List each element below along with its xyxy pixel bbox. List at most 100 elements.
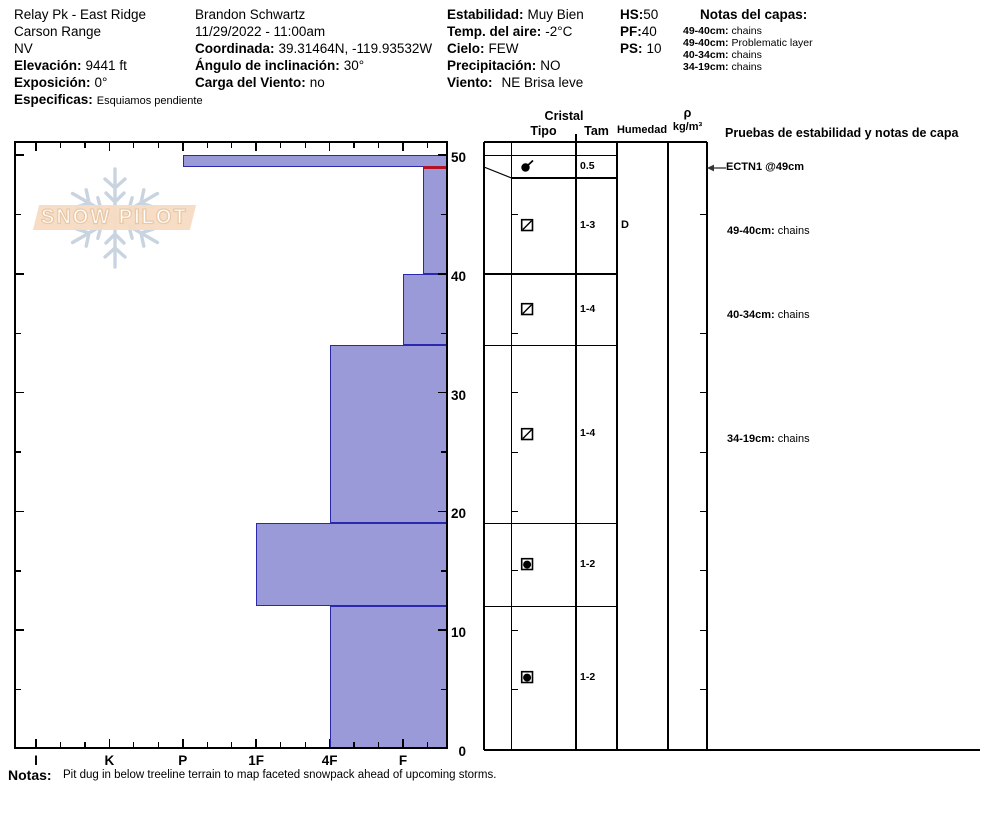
- depth-tick-right: [441, 332, 446, 335]
- ps-value: 10: [646, 41, 662, 56]
- test-pointer-arrow-icon: [706, 161, 726, 173]
- layer-note-range: 40-34cm:: [727, 308, 775, 321]
- table-row-line: [484, 273, 617, 275]
- hardness-minor-tick-top: [59, 143, 62, 148]
- aspect-value: 0°: [94, 75, 108, 90]
- stability-label: Estabilidad:: [447, 7, 524, 22]
- wind-loading-line: Carga del Viento: no: [195, 74, 432, 91]
- depth-tick-left: [16, 688, 21, 691]
- slope-angle-label: Ángulo de inclinación:: [195, 58, 340, 73]
- grain-type-symbol-FC: [519, 426, 536, 443]
- hardness-major-tick-bottom: [35, 739, 37, 747]
- header-layer-notes-block: Notas del capas: 49-40cm: chains 49-40cm:…: [683, 6, 813, 73]
- hardness-major-tick-top: [182, 143, 184, 151]
- depth-axis-label: 40: [450, 268, 466, 284]
- table-depth-tick: [512, 332, 519, 334]
- hs-line: HS:50: [620, 6, 662, 23]
- hardness-minor-tick-bottom: [206, 742, 208, 747]
- layer-note-label: 49-40cm:: [683, 37, 729, 49]
- layer-notes-title: Notas del capas:: [700, 7, 808, 22]
- depth-tick-left: [16, 332, 21, 335]
- hardness-minor-tick-bottom: [377, 742, 380, 747]
- table-row-line: [484, 344, 617, 346]
- col-header-rho-units: kg/m³: [672, 121, 703, 133]
- stability-test-result: ECTN1 @49cm: [726, 160, 804, 173]
- grain-size-cell: 1-4: [580, 302, 596, 315]
- elevation-label: Elevación:: [14, 58, 82, 73]
- moisture-cell: D: [621, 218, 629, 231]
- hardness-axis-label: I: [34, 753, 38, 768]
- hardness-major-tick-bottom: [402, 739, 404, 747]
- hardness-minor-tick-top: [157, 143, 159, 148]
- hardness-major-tick-bottom: [182, 739, 184, 747]
- specifics-label: Especificas:: [14, 92, 93, 107]
- depth-axis-label: 50: [450, 150, 466, 166]
- hardness-minor-tick-top: [133, 143, 135, 148]
- table-depth-tick: [512, 689, 519, 691]
- observation-datetime: 11/29/2022 - 11:00am: [195, 24, 326, 39]
- table-depth-tick: [700, 451, 707, 453]
- layer-note-value: chains: [777, 433, 810, 446]
- col-header-tests: Pruebas de estabilidad y notas de capa: [725, 126, 959, 140]
- hardness-major-tick-top: [255, 143, 257, 151]
- depth-tick-right: [438, 391, 446, 394]
- slope-angle-value: 30°: [343, 58, 365, 73]
- layer-note: 40-34cm: chains: [727, 309, 977, 323]
- layer-note-text: chains: [731, 49, 762, 61]
- hardness-major-tick-top: [108, 143, 111, 151]
- col-header-tam: Tam: [584, 124, 609, 138]
- elevation-line: Elevación: 9441 ft: [14, 57, 203, 74]
- hs-label: HS:: [620, 7, 644, 22]
- hardness-minor-tick-bottom: [84, 742, 86, 747]
- wind-label: Viento:: [447, 75, 493, 90]
- wind-value: NE Brisa leve: [501, 75, 584, 90]
- table-col-divider-humedad: [616, 142, 618, 750]
- hardness-minor-tick-bottom: [304, 742, 306, 747]
- depth-tick-right: [441, 213, 446, 216]
- table-depth-tick: [700, 510, 707, 513]
- state: NV: [14, 41, 33, 56]
- table-row-line: [484, 605, 617, 608]
- hardness-minor-tick-top: [206, 143, 208, 148]
- layer-note-label: 40-34cm:: [683, 49, 729, 61]
- layer-note-text: Problematic layer: [731, 37, 813, 49]
- table-depth-tick: [512, 510, 519, 513]
- grain-size-cell: 1-4: [580, 427, 596, 440]
- grain-type-symbol-FC: [519, 217, 536, 234]
- slope-angle-line: Ángulo de inclinación: 30°: [195, 57, 432, 74]
- depth-tick-left: [16, 451, 21, 453]
- layer-note-value: chains: [777, 308, 810, 321]
- hardness-axis-label: K: [104, 753, 115, 768]
- depth-tick-right: [441, 570, 446, 572]
- layer-note-line: 49-40cm: chains: [683, 25, 813, 37]
- header-heights-block: HS:50 PF:40 PS: 10: [620, 6, 662, 57]
- snow-layer-bar: [329, 606, 448, 749]
- depth-tick-left: [16, 629, 24, 631]
- layer-note: 34-19cm: chains: [727, 433, 977, 447]
- col-header-cristal: Cristal: [544, 109, 584, 123]
- depth-tick-right: [441, 688, 446, 691]
- observer-name: Brandon Schwartz: [195, 7, 306, 22]
- header-conditions-block: Estabilidad: Muy Bien Temp. del aire: -2°C…: [447, 6, 584, 91]
- grain-size-cell: 1-2: [580, 557, 596, 570]
- stability-value: Muy Bien: [527, 7, 584, 22]
- aspect-label: Exposición:: [14, 75, 91, 90]
- wind-loading-label: Carga del Viento:: [195, 75, 306, 90]
- hardness-minor-tick-top: [280, 143, 282, 148]
- grain-type-symbol-FC: [519, 301, 536, 318]
- table-col-divider-rho: [667, 142, 669, 750]
- depth-axis-label: 10: [450, 625, 466, 641]
- table-top-border: [484, 141, 707, 143]
- sky-line: Cielo: FEW: [447, 40, 584, 57]
- header-observer-block: Brandon Schwartz 11/29/2022 - 11:00am Co…: [195, 6, 432, 91]
- precip-label: Precipitación:: [447, 58, 537, 73]
- layer-note-label: 34-19cm:: [683, 61, 729, 73]
- specifics-value: Esquiamos pendiente: [96, 95, 203, 107]
- hardness-minor-tick-bottom: [133, 742, 135, 747]
- table-depth-tick: [700, 629, 707, 631]
- depth-tick-left: [16, 510, 24, 513]
- aspect-line: Exposición: 0°: [14, 74, 203, 91]
- hardness-major-tick-bottom: [328, 739, 331, 747]
